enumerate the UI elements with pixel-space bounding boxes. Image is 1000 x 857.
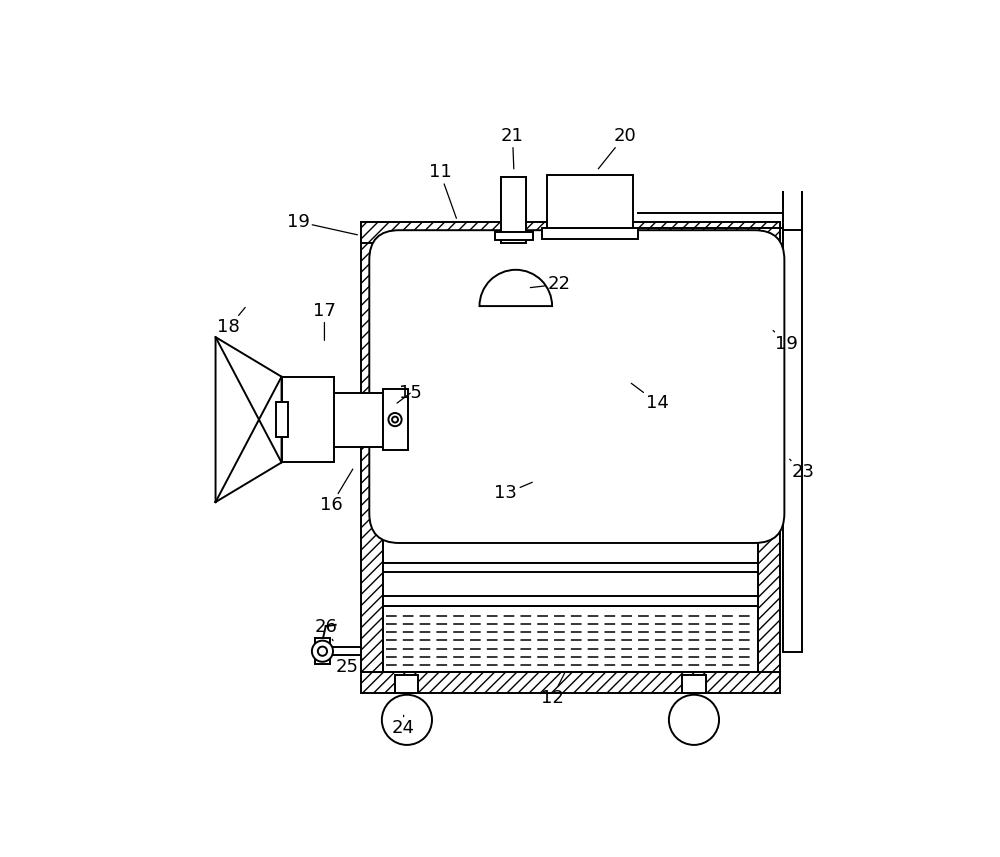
Text: 17: 17 [313,302,336,340]
Circle shape [318,646,327,656]
Text: 19: 19 [773,331,798,353]
Text: 14: 14 [631,383,669,412]
Text: 18: 18 [217,308,245,336]
Bar [328,393,383,446]
Circle shape [669,695,719,745]
Bar [682,675,706,693]
Circle shape [388,413,402,426]
Text: 16: 16 [320,469,353,514]
Text: 11: 11 [429,163,456,219]
Circle shape [382,695,432,745]
Circle shape [392,417,398,423]
Text: 21: 21 [501,127,524,169]
Bar [383,563,758,606]
Bar [361,672,780,693]
Text: 20: 20 [598,127,636,169]
Text: 25: 25 [336,658,362,676]
Bar [783,231,802,652]
Wedge shape [480,270,552,306]
Text: 22: 22 [530,275,570,293]
Text: 24: 24 [392,716,415,737]
Polygon shape [216,337,282,502]
Bar [276,403,288,437]
Text: 15: 15 [397,384,422,403]
Bar [383,389,408,450]
Bar [542,228,638,239]
Circle shape [312,641,333,662]
Bar [361,222,780,243]
Bar [315,638,330,664]
Text: 19: 19 [287,213,357,235]
FancyBboxPatch shape [369,231,784,543]
Text: 23: 23 [790,459,814,482]
Bar [758,222,780,672]
Bar [508,286,524,303]
Bar [547,175,633,228]
Text: 13: 13 [494,482,532,502]
Bar [361,222,383,672]
Bar [501,177,526,243]
Text: 26: 26 [315,619,338,641]
Bar [282,377,334,463]
Text: 12: 12 [541,672,565,707]
Bar [395,675,418,693]
Bar [495,232,533,240]
